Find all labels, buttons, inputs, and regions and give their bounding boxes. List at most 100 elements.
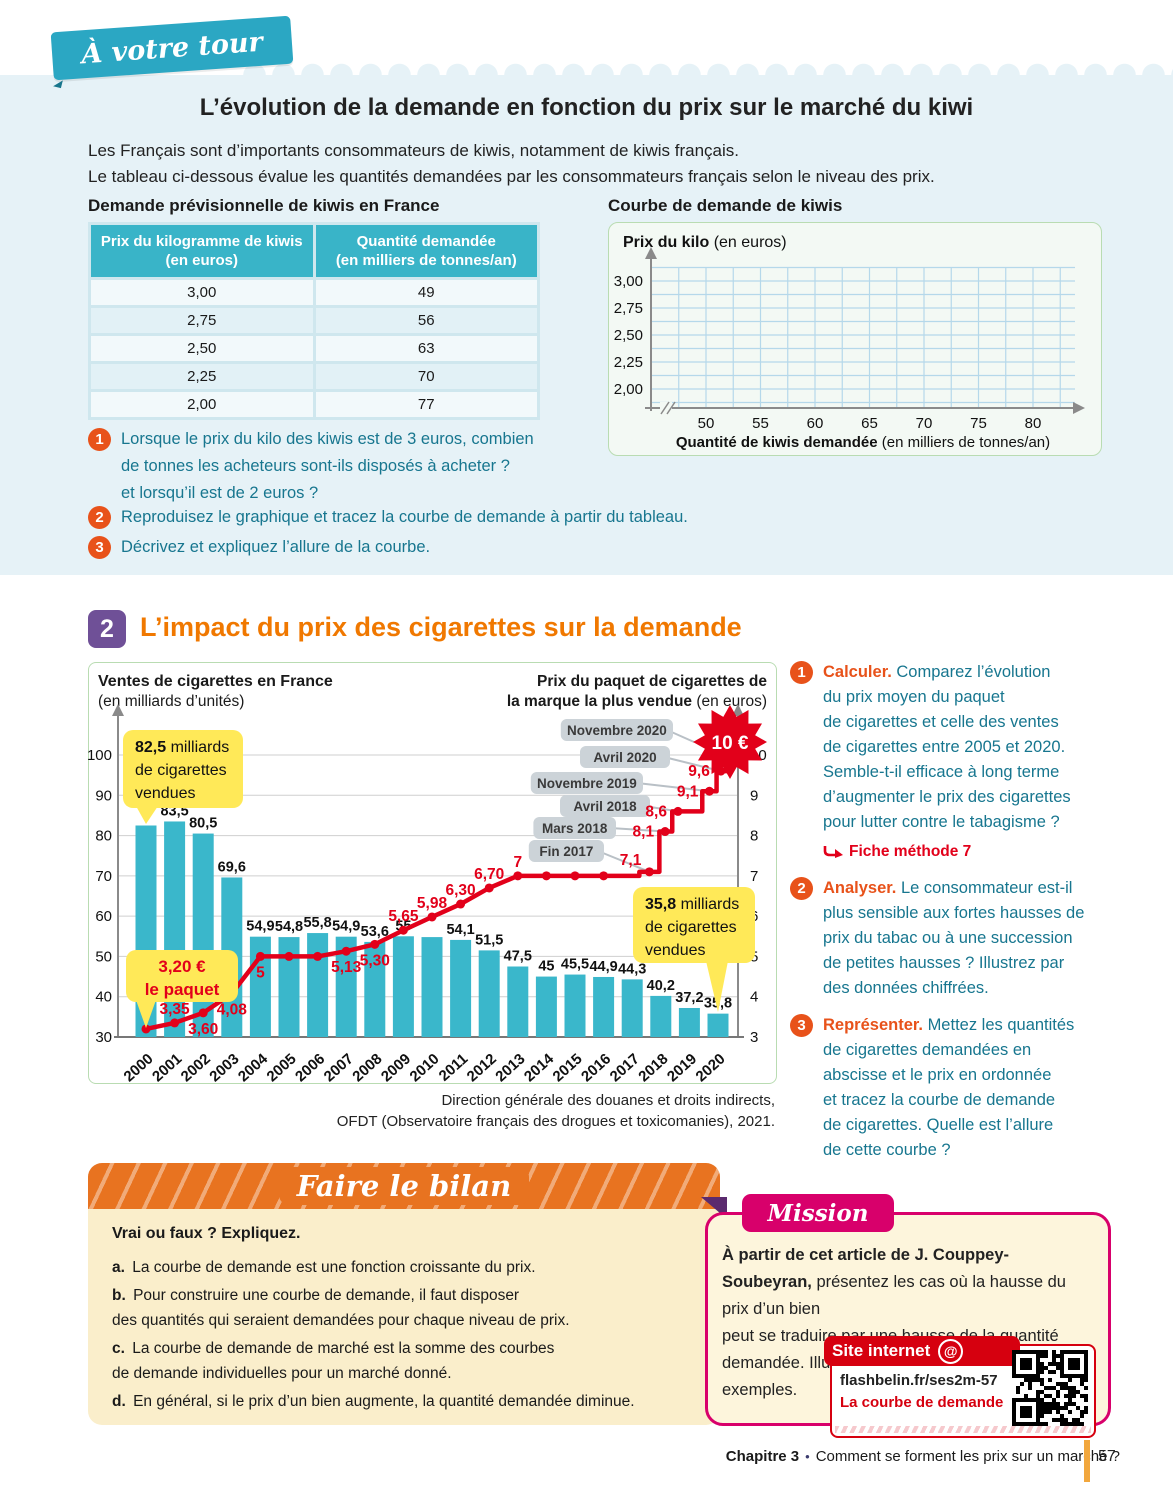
kiwi-question-2: 2 Reproduisez le graphique et tracez la … — [88, 506, 788, 531]
sales-bar — [593, 976, 615, 1037]
price-point — [313, 951, 323, 961]
price-value-label: 5,30 — [360, 952, 390, 969]
year-tick: 2014 — [521, 1050, 558, 1082]
table-row: 2,75 56 — [91, 308, 537, 333]
intro-paragraph: Les Français sont d’importants consommat… — [88, 141, 935, 186]
price-value-label: 7 — [513, 854, 522, 871]
sales-bar — [392, 936, 414, 1037]
question-text: Décrivez et expliquez l’allure de la cou… — [121, 538, 431, 556]
footer-title: Comment se forment les prix sur un march… — [815, 1448, 1120, 1465]
mission-tab: Mission — [742, 1194, 894, 1232]
kiwi-y-tick: 3,00 — [614, 273, 643, 290]
left-axis-tick: 60 — [95, 908, 112, 925]
price-value-label: 5,98 — [417, 895, 448, 912]
cigarette-questions: 1 Calculer. Comparez l’évolution du prix … — [790, 661, 1125, 1176]
price-point — [255, 951, 265, 961]
section-2-title: L’impact du prix des cigarettes sur la d… — [140, 612, 742, 642]
year-tick: 2011 — [436, 1050, 472, 1082]
kiwi-x-tick: 80 — [1025, 415, 1042, 432]
mission-tab-label: Mission — [767, 1199, 869, 1227]
sales-bar — [364, 941, 386, 1037]
date-tag-label: Fin 2017 — [539, 844, 593, 859]
site-link-title[interactable]: La courbe de demande — [840, 1394, 1004, 1411]
sales-bar — [450, 939, 472, 1037]
footer-accent-bar — [1084, 1440, 1090, 1482]
year-tick: 2001 — [149, 1050, 185, 1082]
year-tick: 2015 — [549, 1050, 585, 1082]
table-row: 3,00 49 — [91, 280, 537, 305]
chart-source: Direction générale des douanes et droits… — [336, 1092, 775, 1130]
mission-bold-line: À partir de cet article de J. Couppey-So… — [722, 1246, 1009, 1291]
sales-bar — [421, 937, 443, 1037]
sales-bar — [478, 950, 500, 1037]
left-axis-tick: 100 — [88, 747, 112, 764]
price-point — [398, 925, 408, 935]
price-value-label: 5,65 — [388, 908, 419, 925]
kiwi-y-tick: 2,25 — [614, 354, 643, 371]
footer-chapter: Chapitre 3 — [725, 1448, 800, 1465]
table-cell: 2,25 — [91, 364, 313, 389]
bar-value-label: 54,8 — [275, 919, 303, 935]
price-point — [599, 871, 609, 881]
hatch-strip — [835, 1426, 1091, 1433]
kiwi-question-3: 3 Décrivez et expliquez l’allure de la c… — [88, 536, 788, 561]
kiwi-x-tick: 60 — [807, 415, 824, 432]
kiwi-x-tick: 65 — [861, 415, 878, 432]
site-url[interactable]: flashbelin.fr/ses2m-57 — [840, 1372, 998, 1389]
cigarette-question-2: 2 Analyser. Le consommateur est-il plus s… — [790, 877, 1125, 1001]
item-letter: d. — [112, 1393, 126, 1410]
fiche-methode-link[interactable]: Fiche méthode 7 — [823, 839, 1071, 864]
qr-code — [1012, 1350, 1088, 1426]
table-cell: 70 — [315, 364, 537, 389]
year-tick: 2004 — [235, 1050, 272, 1082]
question-number: 3 — [790, 1014, 813, 1037]
kiwi-y-tick: 2,00 — [614, 381, 643, 398]
table-cell: 2,00 — [91, 392, 313, 417]
bilan-intro: Vrai ou faux ? Expliquez. — [112, 1225, 301, 1242]
right-axis-tick: 9 — [750, 787, 758, 804]
callout: 3,20 € le paquet — [126, 950, 238, 1028]
kiwi-chart-title: Courbe de demande de kiwis — [608, 196, 843, 215]
date-tag-label: Avril 2018 — [573, 799, 637, 814]
bilan-body: Vrai ou faux ? Expliquez. a. La courbe d… — [88, 1209, 720, 1425]
left-axis-tick: 40 — [95, 989, 112, 1006]
kiwi-x-tick: 55 — [752, 415, 769, 432]
price-value-label: 9,1 — [677, 783, 699, 800]
kiwi-x-tick: 75 — [970, 415, 987, 432]
footer-page-number: 57 — [1098, 1448, 1116, 1465]
question-number: 3 — [88, 536, 111, 559]
bar-value-label: 54,9 — [332, 919, 360, 935]
bar-value-label: 44,9 — [589, 959, 617, 975]
date-tag-label: Novembre 2019 — [537, 776, 637, 791]
sales-bar — [650, 995, 672, 1037]
price-point — [198, 1008, 208, 1018]
table-cell: 63 — [315, 336, 537, 361]
price-value-label: 8,1 — [633, 824, 655, 841]
date-tag: Fin 2017 — [528, 840, 604, 862]
kiwi-table-header: Prix du kilogramme de kiwis (en euros) — [91, 225, 313, 277]
bilan-items: a. La courbe de demande est une fonction… — [112, 1255, 720, 1414]
kiwi-table-header: Quantité demandée (en milliers de tonnes… — [315, 225, 537, 277]
kiwi-y-axis-label: Prix du kilo (en euros) — [623, 234, 787, 251]
sales-bar — [249, 936, 271, 1037]
question-body: Analyser. Le consommateur est-il plus se… — [823, 876, 1084, 1001]
right-axis-tick: 8 — [750, 828, 758, 845]
year-tick: 2020 — [692, 1050, 728, 1082]
bilan-item-a: a. La courbe de demande est une fonction… — [112, 1259, 536, 1276]
price-value-label: 9,6 — [688, 763, 710, 780]
fiche-label: Fiche méthode 7 — [849, 843, 972, 860]
site-internet-label: Site internet — [832, 1341, 931, 1360]
table-cell: 56 — [315, 308, 537, 333]
bar-value-label: 45 — [538, 959, 554, 975]
kiwi-x-axis-label: Quantité de kiwis demandée (en milliers … — [676, 434, 1050, 451]
kiwi-y-tick: 2,50 — [614, 327, 643, 344]
sales-bar — [564, 974, 586, 1037]
table-cell: 2,75 — [91, 308, 313, 333]
year-tick: 2017 — [607, 1050, 643, 1082]
table-cell: 3,00 — [91, 280, 313, 305]
table-row: 2,00 77 — [91, 392, 537, 417]
question-text: Reproduisez le graphique et tracez la co… — [121, 508, 688, 526]
bar-value-label: 54,9 — [246, 919, 274, 935]
callout: 82,5 milliards de cigarettes vendues — [123, 730, 243, 824]
date-tag-label: Avril 2020 — [593, 750, 656, 765]
